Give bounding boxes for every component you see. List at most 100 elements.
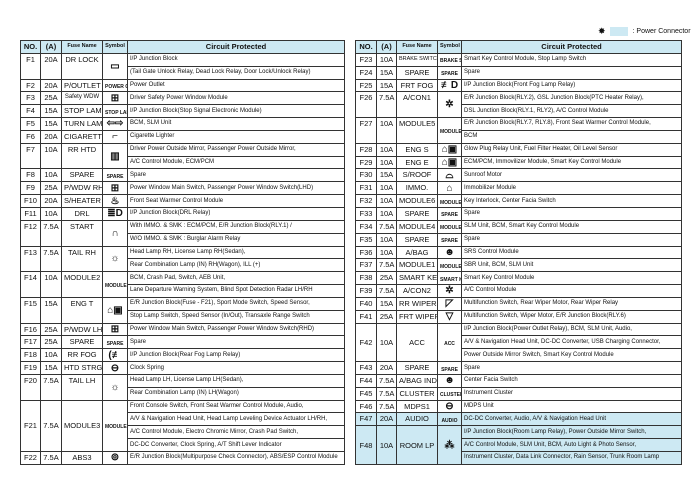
fuse-row: F47 20A AUDIO AUDIO DC-DC Converter, Audio, … [355,412,682,427]
fuse-name: SPARE [61,168,103,183]
table-header: NO. (A) Fuse Name Symbol Circuit Protect… [355,40,682,54]
fuse-row: F7 10A RR HTD ▥ Driver Power Outside Mirror,… [20,142,345,170]
cigarette-lighter-icon: ⌐ [112,131,118,143]
tail-lamp-icon: ☼ [110,381,120,393]
fuse-symbol: MODULE [102,271,128,298]
circuit-protected: With IMMO. & SMK : ECM/PCM, E/R Junction… [127,219,345,234]
circuit-protected: Power Outside Mirror Switch, Smart Key C… [461,348,682,363]
fuse-name: DR LOCK [61,52,103,80]
circuit-protected: Smart Key Control Module, Stop Lamp Swit… [461,52,682,67]
fuse-row: F30 15A S/ROOF ⌓ Sunroof Motor [355,168,682,183]
fuse-symbol: ⇦⇨ [102,117,128,131]
fuse-name: SPARE [396,232,438,247]
circuit-protected: Cigarette Lighter [127,129,345,144]
fuse-number: F1 [20,52,41,80]
fuse-amperage: 15A [376,78,397,93]
fuse-name: SPARE [396,361,438,375]
fuse-number: F41 [355,309,377,324]
abs-icon: ⊚ [110,452,120,464]
fuse-symbol: ▭ [102,52,128,80]
fuse-name: DRL [61,206,103,221]
circuit-protected: Head Lamp RH, License Lamp RH(Sedan), [127,245,345,260]
front-wiper-icon: ▽ [445,311,454,323]
circuit-protected: A/C Control Module, ECM/PCM [127,155,345,170]
fuse-amperage: 20A [376,412,397,427]
fuse-amperage: 7.5A [376,219,397,234]
fuse-name: TAIL RH [61,245,103,273]
fuse-symbol: ⊖ [437,399,462,414]
fuse-row: F19 15A HTD STRG ⊖ Clock Spring [20,361,345,375]
fuse-number: F45 [355,386,377,401]
fuse-name: P/WDW LH [61,322,103,337]
fuse-row: F9 25A P/WDW RH ⊞ Power Window Main Switch, … [20,181,345,196]
circuit-protected: Driver Power Outside Mirror, Passenger P… [127,142,345,157]
fuse-number: F30 [355,168,377,183]
fuse-number: F4 [20,104,41,119]
fuse-amperage: 10A [376,194,397,208]
fuse-number: F46 [355,399,377,414]
symbol-label: SMART KEY [440,276,461,283]
fuse-symbol: MODULE [437,258,462,273]
fuse-amperage: 25A [376,271,397,286]
fuse-row: F17 25A SPARE SPARE Spare [20,335,345,350]
fuse-symbol: STOP LAMP [102,104,128,119]
symbol-label: MODULE [440,225,462,232]
power-connector-star-icon: ✸ [598,26,606,36]
fuse-symbol: ▥ [102,142,128,170]
fuse-amperage: 10A [376,245,397,260]
fuse-amperage: 15A [376,168,397,183]
circuit-protected: Head Lamp LH, License Lamp LH(Sedan), [127,373,345,388]
fuse-symbol: ⊞ [102,181,128,196]
circuit-protected: Power Outlet [127,78,345,93]
fuse-name: TAIL LH [61,373,103,401]
fuse-table-left: NO. (A) Fuse Name Symbol Circuit Protect… [20,40,345,465]
circuit-protected: A/C Control Module, Electro Chromic Mirr… [127,425,345,440]
fuse-symbol: BRAKE SWITCH [437,52,462,67]
fuse-amperage: 15A [40,361,62,375]
fuse-name: TURN LAMP [61,117,103,131]
air-conditioner-icon: ✲ [445,285,454,297]
fuse-number: F31 [355,181,377,196]
fuse-amperage: 25A [376,309,397,324]
fuse-symbol: SPARE [437,206,462,221]
fuse-row: F11 10A DRL ≣D I/P Junction Block(DRL Relay) [20,206,345,221]
fuse-name: FRT FOG [396,78,438,93]
fuse-number: F34 [355,219,377,234]
fuse-name: SPARE [61,335,103,350]
fuse-row: F12 7.5A START ∩ With IMMO. & SMK : ECM/PCM,… [20,219,345,247]
door-lock-icon: ▭ [110,60,120,72]
fuse-name: RR HTD [61,142,103,170]
fuse-name: ABS3 [61,451,103,465]
circuit-protected: BCM, SLM Unit [127,117,345,131]
circuit-protected: Clock Spring [127,361,345,375]
fuse-amperage: 10A [376,322,397,363]
fuse-number: F20 [20,373,41,401]
table-header: NO. (A) Fuse Name Symbol Circuit Protect… [20,40,345,54]
circuit-protected: A/C Control Module [461,284,682,298]
fuse-amperage: 7.5A [40,373,62,401]
fuse-row: F29 10A ENG E ⌂▣ ECM/PCM, Immovilizer Module… [355,155,682,170]
fuse-symbol: SPARE [102,168,128,183]
fuse-number: F24 [355,65,377,80]
fuse-number: F25 [355,78,377,93]
fuse-number: F16 [20,322,41,337]
fuse-symbol: ∩ [102,219,128,247]
fuse-amperage: 7.5A [376,91,397,119]
fuse-symbol: SPARE [437,65,462,80]
fuse-number: F2 [20,78,41,93]
sunroof-icon: ⌓ [445,169,454,181]
fuse-row: F40 15A RR WIPER ◸ Multifunction Switch, Rea… [355,296,682,311]
fuse-name: IMMO. [396,181,438,196]
fuse-amperage: 15A [376,65,397,80]
fuse-number: F44 [355,373,377,388]
fuse-row: F46 7.5A MDPS1 ⊖ MDPS Unit [355,399,682,414]
rear-defroster-icon: ▥ [110,150,120,162]
circuit-protected: Lane Departure Warning System, Blind Spo… [127,284,345,298]
header-fuse-name: Fuse Name [61,40,103,54]
fuse-symbol: (≢ [102,348,128,363]
fuse-name: MODULE2 [61,271,103,298]
fuse-amperage: 10A [40,348,62,363]
fuse-symbol: ACC [437,322,462,363]
circuit-protected: A/C Control Module, SLM Unit, BCM, Auto … [461,438,682,452]
